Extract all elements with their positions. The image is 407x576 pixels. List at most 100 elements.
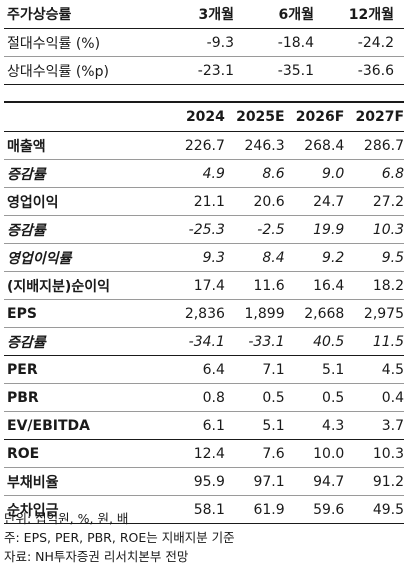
- cell-value: 8.6: [262, 165, 285, 182]
- row-label: 부채비율: [7, 474, 59, 491]
- table-row: (지배지분)순이익 17.4 11.6 16.4 18.2: [4, 271, 404, 299]
- table-row: 영업이익 21.1 20.6 24.7 27.2: [4, 187, 404, 215]
- cell-value: 21.1: [193, 193, 225, 210]
- cell-value: 7.6: [262, 445, 285, 462]
- cell-value: 5.1: [262, 417, 285, 434]
- performance-value: -36.6: [357, 62, 394, 79]
- row-label: PER: [7, 361, 38, 378]
- row-label: 매출액: [7, 138, 46, 155]
- year-2025e: 2025E: [236, 109, 285, 125]
- table-row: PER 6.4 7.1 5.1 4.5: [4, 355, 404, 383]
- cell-value: 19.9: [313, 221, 345, 238]
- cell-value: 286.7: [363, 137, 405, 154]
- footnote-unit: 단위: 십억원, %, 원, 배: [4, 511, 129, 526]
- performance-col-6m: 6개월: [278, 7, 314, 23]
- cell-value: 9.3: [202, 249, 225, 266]
- cell-value: -33.1: [248, 333, 285, 350]
- cell-value: 0.5: [322, 389, 345, 406]
- cell-value: 17.4: [193, 277, 225, 294]
- table-row: 영업이익률 9.3 8.4 9.2 9.5: [4, 243, 404, 271]
- cell-value: 10.0: [313, 445, 345, 462]
- cell-value: 2,975: [363, 305, 405, 322]
- cell-value: 24.7: [313, 193, 345, 210]
- performance-value: -24.2: [357, 34, 394, 51]
- row-label: EPS: [7, 305, 37, 322]
- cell-value: 11.5: [372, 333, 405, 350]
- row-label: 증감률: [7, 222, 46, 239]
- cell-value: 1,899: [244, 305, 285, 322]
- performance-row: 상대수익률 (%p) -23.1 -35.1 -36.6: [4, 56, 404, 84]
- cell-value: 0.4: [381, 389, 405, 406]
- table-row: EPS 2,836 1,899 2,668 2,975: [4, 299, 404, 327]
- performance-row-label: 상대수익률 (%p): [7, 63, 109, 80]
- cell-value: -34.1: [188, 333, 225, 350]
- row-label: ROE: [7, 445, 40, 462]
- year-2026f: 2026F: [295, 109, 345, 125]
- cell-value: -2.5: [257, 221, 285, 238]
- row-label: (지배지분)순이익: [7, 278, 110, 295]
- financials-header-row: 2024 2025E 2026F 2027F: [4, 101, 404, 131]
- row-label: PBR: [7, 389, 39, 406]
- cell-value: 20.6: [253, 193, 285, 210]
- year-2024: 2024: [185, 109, 225, 125]
- cell-value: 12.4: [193, 445, 225, 462]
- cell-value: 18.2: [372, 277, 405, 294]
- cell-value: 2,668: [304, 305, 345, 322]
- table-row: 증감률 4.9 8.6 9.0 6.8: [4, 159, 404, 187]
- performance-value: -23.1: [197, 62, 234, 79]
- cell-value: 246.3: [244, 137, 285, 154]
- table-row: 부채비율 95.9 97.1 94.7 91.2: [4, 467, 404, 495]
- performance-row: 절대수익률 (%) -9.3 -18.4 -24.2: [4, 28, 404, 56]
- cell-value: 49.5: [372, 501, 405, 518]
- cell-value: 16.4: [313, 277, 345, 294]
- cell-value: 268.4: [304, 137, 345, 154]
- performance-header-label: 주가상승률: [7, 7, 72, 23]
- cell-value: 4.3: [322, 417, 345, 434]
- cell-value: 6.8: [381, 165, 405, 182]
- table-row: 순차입금 58.1 61.9 59.6 49.5: [4, 495, 404, 523]
- cell-value: 226.7: [184, 137, 225, 154]
- performance-value: -18.4: [277, 34, 314, 51]
- row-label: EV/EBITDA: [7, 417, 90, 434]
- table-row: 매출액 226.7 246.3 268.4 286.7: [4, 131, 404, 159]
- performance-col-3m: 3개월: [198, 7, 234, 23]
- performance-col-12m: 12개월: [348, 7, 394, 23]
- section-spacer: [4, 85, 404, 101]
- table-row: 증감률 -34.1 -33.1 40.5 11.5: [4, 327, 404, 355]
- cell-value: 95.9: [193, 473, 225, 490]
- performance-value: -9.3: [206, 34, 234, 51]
- cell-value: 9.5: [381, 249, 405, 266]
- cell-value: 40.5: [313, 333, 345, 350]
- cell-value: 58.1: [193, 501, 225, 518]
- cell-value: -25.3: [188, 221, 225, 238]
- cell-value: 4.9: [202, 165, 225, 182]
- cell-value: 9.0: [322, 165, 345, 182]
- cell-value: 4.5: [381, 361, 405, 378]
- cell-value: 61.9: [253, 501, 285, 518]
- cell-value: 8.4: [262, 249, 285, 266]
- table-row: 증감률 -25.3 -2.5 19.9 10.3: [4, 215, 404, 243]
- row-label: 증감률: [7, 166, 46, 183]
- cell-value: 10.3: [372, 221, 405, 238]
- performance-row-label: 절대수익률 (%): [7, 35, 101, 52]
- table-row: PBR 0.8 0.5 0.5 0.4: [4, 383, 404, 411]
- row-label: 영업이익: [7, 194, 59, 211]
- cell-value: 94.7: [313, 473, 345, 490]
- performance-bottom-rule: [4, 84, 404, 85]
- cell-value: 7.1: [262, 361, 285, 378]
- table-bottom-rule: [4, 523, 404, 524]
- cell-value: 6.1: [202, 417, 225, 434]
- footnote-basis: 주: EPS, PER, PBR, ROE는 지배지분 기준: [4, 530, 235, 545]
- table-row: ROE 12.4 7.6 10.0 10.3: [4, 439, 404, 467]
- footnotes: 단위: 십억원, %, 원, 배 주: EPS, PER, PBR, ROE는 …: [4, 509, 235, 566]
- cell-value: 91.2: [372, 473, 405, 490]
- cell-value: 27.2: [372, 193, 405, 210]
- row-label: 증감률: [7, 334, 46, 351]
- year-2027f: 2027F: [355, 109, 405, 125]
- row-label: 영업이익률: [7, 250, 72, 267]
- table-row: EV/EBITDA 6.1 5.1 4.3 3.7: [4, 411, 404, 439]
- cell-value: 0.8: [202, 389, 225, 406]
- cell-value: 9.2: [322, 249, 345, 266]
- cell-value: 10.3: [372, 445, 405, 462]
- cell-value: 3.7: [381, 417, 405, 434]
